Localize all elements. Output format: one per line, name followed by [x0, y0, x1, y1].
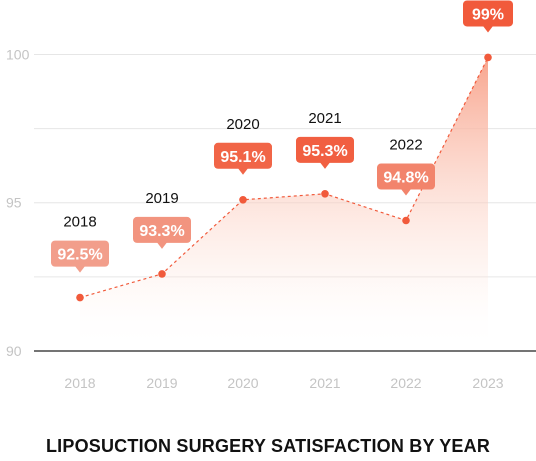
- data-label: 95.1%: [220, 149, 265, 166]
- value-bubble: 93.3%: [133, 216, 191, 249]
- point-year-label: 2019: [145, 190, 178, 207]
- data-label: 95.3%: [302, 143, 347, 160]
- satisfaction-chart: 90 95 100 2018 2019 2020 2021 2022 2023 92.5% 201…: [6, 0, 536, 391]
- bubble-box: [133, 216, 191, 243]
- point-year-label: 2021: [308, 110, 341, 127]
- bubble-box: [296, 136, 354, 163]
- bubble-box: [377, 163, 435, 190]
- x-tick-label: 2022: [390, 375, 421, 391]
- data-point: [484, 53, 492, 62]
- chart-title: LIPOSUCTION SURGERY SATISFACTION BY YEAR: [45, 436, 491, 456]
- data-labels: 92.5% 2018 93.3% 2019 95.1% 2020 95.3% 2021 94.8…: [51, 0, 513, 273]
- data-label: 93.3%: [139, 223, 184, 240]
- bubble-pointer: [483, 25, 493, 33]
- x-tick-label: 2019: [146, 375, 177, 391]
- data-point: [321, 190, 329, 198]
- bubble-pointer: [238, 168, 248, 175]
- bubble-pointer: [320, 162, 330, 169]
- bubble-box: [214, 142, 272, 169]
- point-year-label: 2018: [63, 214, 96, 231]
- x-tick-label: 2018: [64, 375, 95, 391]
- bubble-pointer: [401, 189, 411, 196]
- value-bubble: 95.1%: [214, 142, 272, 175]
- x-tick-label: 2023: [472, 375, 503, 391]
- bubble-pointer: [157, 242, 167, 249]
- x-tick-label: 2021: [309, 375, 340, 391]
- area-fill: [80, 57, 488, 352]
- area-shape: [80, 57, 488, 352]
- series-path: [79, 57, 489, 299]
- data-point: [76, 293, 84, 302]
- bubble-pointer: [75, 266, 85, 273]
- data-label: 92.5%: [57, 247, 102, 264]
- data-point: [239, 196, 247, 204]
- data-point: [158, 270, 166, 278]
- data-point: [402, 216, 410, 225]
- axis-ticks: 90 95 100 2018 2019 2020 2021 2022 2023: [6, 46, 504, 391]
- point-year-label: 2022: [389, 137, 422, 154]
- x-tick-label: 2020: [227, 375, 258, 391]
- y-tick-label: 95: [6, 195, 22, 211]
- value-bubble: 94.8%: [377, 163, 435, 196]
- value-bubble: 95.3%: [296, 136, 354, 169]
- value-bubble: 92.5%: [51, 240, 109, 273]
- point-year-label: 2020: [226, 116, 259, 133]
- data-label: 94.8%: [383, 170, 428, 187]
- series-line: [76, 53, 492, 302]
- y-tick-label: 100: [6, 46, 30, 62]
- value-bubble: 99%: [463, 0, 513, 33]
- bubble-box: [51, 240, 109, 267]
- bubble-box: [463, 0, 513, 27]
- y-tick-label: 90: [6, 343, 22, 359]
- data-label: 99%: [472, 6, 504, 23]
